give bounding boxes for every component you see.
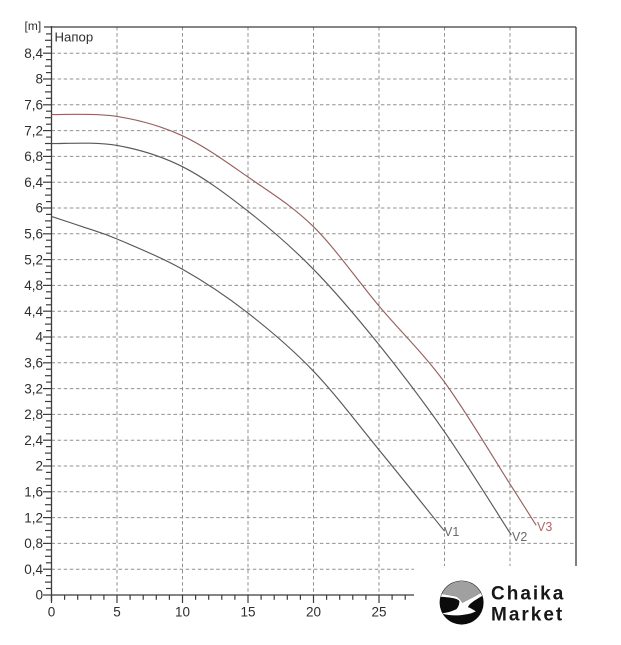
svg-text:Chaika: Chaika bbox=[491, 584, 565, 605]
svg-text:6: 6 bbox=[35, 201, 43, 216]
svg-text:25: 25 bbox=[371, 605, 386, 620]
svg-text:4: 4 bbox=[35, 330, 43, 345]
svg-text:V2: V2 bbox=[512, 530, 527, 544]
svg-text:4,4: 4,4 bbox=[24, 304, 43, 319]
svg-text:8,4: 8,4 bbox=[24, 46, 43, 61]
svg-text:2,8: 2,8 bbox=[24, 407, 43, 422]
svg-text:2,4: 2,4 bbox=[24, 433, 43, 448]
svg-text:V1: V1 bbox=[444, 525, 459, 539]
svg-text:1,2: 1,2 bbox=[24, 510, 43, 525]
svg-text:3,2: 3,2 bbox=[24, 381, 43, 396]
svg-text:Напор: Напор bbox=[55, 30, 94, 45]
svg-text:6,4: 6,4 bbox=[24, 175, 43, 190]
svg-text:5: 5 bbox=[113, 605, 121, 620]
svg-text:Market: Market bbox=[491, 605, 564, 626]
svg-text:20: 20 bbox=[306, 605, 321, 620]
svg-text:5,6: 5,6 bbox=[24, 227, 43, 242]
svg-text:7,2: 7,2 bbox=[24, 123, 43, 138]
svg-text:6,8: 6,8 bbox=[24, 149, 43, 164]
svg-text:7,6: 7,6 bbox=[24, 98, 43, 113]
svg-text:0,4: 0,4 bbox=[24, 562, 43, 577]
svg-text:0: 0 bbox=[48, 605, 56, 620]
svg-text:[m]: [m] bbox=[25, 19, 42, 33]
svg-text:2: 2 bbox=[35, 459, 43, 474]
svg-text:8: 8 bbox=[35, 72, 43, 87]
svg-text:V3: V3 bbox=[537, 520, 552, 534]
svg-text:0: 0 bbox=[35, 588, 43, 603]
svg-text:5,2: 5,2 bbox=[24, 252, 43, 267]
svg-text:0,8: 0,8 bbox=[24, 536, 43, 551]
svg-text:4,8: 4,8 bbox=[24, 278, 43, 293]
svg-text:1,6: 1,6 bbox=[24, 485, 43, 500]
svg-text:3,6: 3,6 bbox=[24, 356, 43, 371]
svg-text:10: 10 bbox=[175, 605, 190, 620]
svg-text:15: 15 bbox=[240, 605, 255, 620]
